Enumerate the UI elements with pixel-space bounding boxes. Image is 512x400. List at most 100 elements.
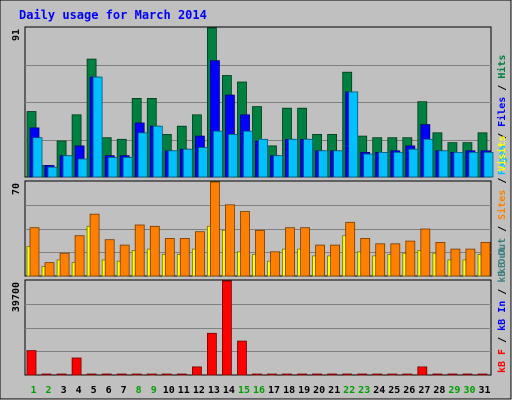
axis-legend-part-hits-4: Hits [496, 55, 508, 79]
day-label-31: 31 [478, 385, 490, 396]
day-label-3: 3 [61, 385, 67, 396]
bar-visits-sites-5 [89, 213, 100, 277]
bar-hits-pages-24 [378, 151, 389, 178]
axis-legend-part-hits-2: Files [496, 97, 508, 127]
bar-hits-pages-20 [318, 150, 329, 178]
bar-hits-pages-11 [182, 148, 193, 178]
day-label-24: 24 [373, 385, 385, 396]
bar-visits-sites-29 [450, 248, 461, 277]
bar-hits-pages-21 [333, 150, 344, 178]
bar-kbytes-kb-f-22 [342, 373, 353, 376]
bar-hits-pages-12 [197, 147, 208, 178]
day-label-1: 1 [30, 385, 36, 396]
bar-hits-pages-2 [47, 166, 58, 178]
bar-visits-sites-11 [179, 237, 190, 277]
panels-layer: 91 Pages / Files / Hits 70 kB Out / Sites /… [11, 26, 508, 376]
bar-hits-pages-15 [243, 130, 253, 178]
day-label-30: 30 [463, 385, 475, 396]
axis-legend-part-kbytes-1: / [497, 331, 508, 349]
day-label-4: 4 [76, 385, 82, 396]
bar-hits-pages-31 [483, 151, 494, 178]
max-label-visits: 70 [11, 183, 22, 195]
bar-kbytes-kb-f-24 [372, 373, 383, 376]
bar-kbytes-kb-f-15 [237, 340, 247, 376]
max-label-hits: 91 [11, 29, 22, 41]
bar-hits-pages-9 [152, 125, 163, 178]
bar-kbytes-kb-f-8 [131, 373, 142, 376]
bar-hits-pages-17 [273, 155, 283, 178]
bar-hits-pages-10 [167, 150, 178, 178]
day-label-27: 27 [418, 385, 430, 396]
bar-hits-pages-3 [62, 155, 73, 178]
axis-legend-part-kbytes-2: kB In [497, 301, 508, 331]
bar-visits-sites-6 [104, 239, 115, 277]
bar-kbytes-kb-f-25 [387, 373, 398, 376]
bar-visits-sites-22 [345, 221, 356, 277]
bar-hits-pages-4 [77, 158, 88, 178]
day-label-19: 19 [298, 385, 310, 396]
bar-hits-pages-14 [227, 133, 238, 178]
day-label-14: 14 [223, 385, 235, 396]
bar-visits-sites-18 [285, 227, 295, 277]
bar-kbytes-kb-f-23 [357, 373, 368, 376]
bar-hits-pages-19 [303, 138, 314, 178]
bar-kbytes-kb-f-27 [417, 366, 428, 376]
panel-kbytes: 39700 kB F / kB In / kB Out [11, 247, 508, 376]
bar-visits-sites-4 [74, 235, 85, 277]
axis-legend-part-visits-1: / [497, 220, 508, 238]
axis-legend-part-kbytes-3: / [497, 283, 508, 301]
bar-kbytes-kb-f-30 [462, 373, 473, 376]
bar-visits-sites-3 [59, 252, 70, 277]
chart-title: Daily usage for March 2014 [19, 8, 207, 22]
day-label-12: 12 [193, 385, 205, 396]
day-label-18: 18 [283, 385, 295, 396]
bar-hits-pages-25 [393, 151, 404, 178]
bar-kbytes-kb-f-1 [26, 350, 37, 376]
axis-legend-part-visits-4: Visits [496, 136, 508, 172]
day-label-7: 7 [121, 385, 127, 396]
axis-legend-part-hits-1: / [497, 127, 508, 145]
bar-kbytes-kb-f-31 [477, 373, 488, 376]
day-label-15: 15 [238, 385, 250, 396]
axis-legend-part-visits-0: kB Out [497, 238, 508, 274]
bar-hits-pages-29 [453, 151, 464, 178]
bar-visits-sites-2 [44, 262, 55, 277]
bar-visits-sites-8 [134, 224, 145, 277]
bar-hits-pages-6 [107, 156, 118, 178]
axis-legend-part-kbytes-0: kB F [497, 349, 508, 373]
bar-visits-sites-15 [240, 211, 250, 277]
day-label-13: 13 [208, 385, 220, 396]
axis-legend-kbytes: kB F / kB In / kB Out [497, 247, 508, 373]
panel-hits: 91 Pages / Files / Hits [11, 26, 508, 178]
bar-visits-sites-19 [300, 227, 311, 277]
bar-visits-sites-9 [149, 225, 160, 277]
day-label-22: 22 [343, 385, 355, 396]
day-label-26: 26 [403, 385, 415, 396]
bar-kbytes-kb-f-7 [116, 373, 127, 376]
bar-visits-sites-14 [224, 204, 235, 277]
bar-kbytes-kb-f-28 [432, 373, 443, 376]
day-label-5: 5 [91, 385, 97, 396]
bar-kbytes-kb-f-20 [312, 373, 323, 376]
day-label-28: 28 [433, 385, 445, 396]
bar-hits-pages-30 [468, 151, 479, 178]
bar-kbytes-kb-f-12 [191, 366, 202, 376]
axis-legend-hits: Pages / Files / Hits [496, 55, 508, 175]
bar-visits-sites-24 [375, 243, 386, 277]
bar-visits-sites-17 [270, 251, 280, 277]
bar-kbytes-kb-f-13 [206, 332, 217, 376]
day-label-9: 9 [151, 385, 157, 396]
bar-kbytes-kb-f-21 [327, 373, 338, 376]
bar-kbytes-kb-f-29 [447, 373, 458, 376]
day-label-29: 29 [448, 385, 460, 396]
bar-visits-sites-28 [435, 241, 446, 277]
bar-hits-pages-1 [32, 137, 43, 178]
bar-visits-sites-26 [405, 240, 416, 277]
bar-visits-sites-27 [420, 228, 431, 277]
day-label-11: 11 [178, 385, 190, 396]
axis-legend-part-kbytes-4: kB Out [497, 247, 508, 283]
day-label-6: 6 [106, 385, 112, 396]
day-label-17: 17 [268, 385, 280, 396]
